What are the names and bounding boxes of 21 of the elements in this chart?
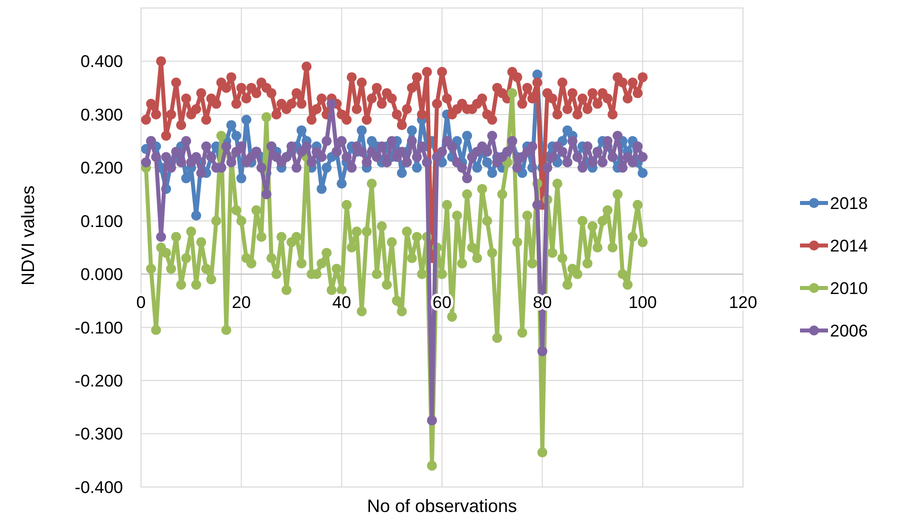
x-tick-label: 40: [332, 293, 352, 312]
y-tick-label: 0.100: [80, 212, 123, 231]
x-tick-label: 0: [136, 293, 146, 312]
x-tick-label: 20: [232, 293, 251, 312]
y-tick-label: -0.200: [74, 372, 123, 391]
y-tick-label: -0.400: [74, 478, 123, 497]
y-tick-label: 0.300: [80, 105, 123, 124]
x-tick-label: 100: [628, 293, 657, 312]
legend-label: 2018: [830, 194, 868, 213]
x-tick-label: 120: [728, 293, 758, 312]
y-tick-label: -0.100: [74, 318, 123, 338]
legend-label: 2010: [830, 278, 868, 298]
y-tick-label: 0.200: [80, 158, 123, 178]
y-tick-label: 0.400: [80, 52, 123, 72]
legend-label: 2006: [830, 321, 868, 340]
y-tick-label: -0.300: [74, 424, 123, 444]
y-tick-label: 0.000: [80, 265, 123, 284]
legend-label: 2014: [830, 236, 868, 256]
y-axis-title: NDVI values: [18, 185, 38, 286]
x-axis-title: No of observations: [366, 496, 518, 516]
x-tick-label: 80: [532, 293, 552, 312]
